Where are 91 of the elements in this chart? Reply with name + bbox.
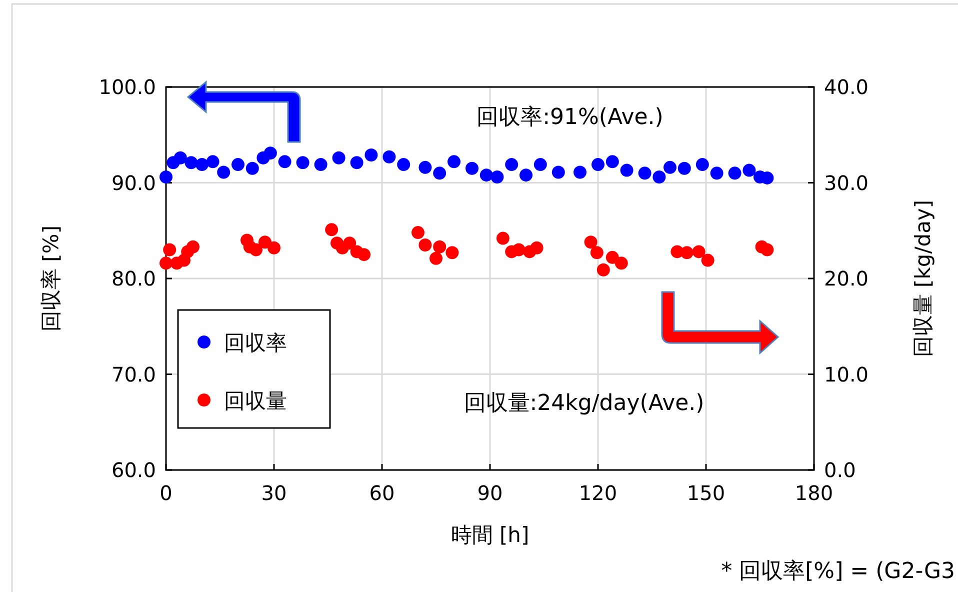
point — [446, 246, 459, 260]
x-tick-label: 150 — [686, 481, 726, 505]
point — [596, 263, 610, 276]
point — [574, 166, 586, 179]
point — [505, 158, 518, 172]
point — [397, 158, 410, 172]
annotation: 回収率:91%(Ave.) — [476, 105, 664, 130]
point — [264, 146, 277, 160]
annotation: 回収量:24kg/day(Ave.) — [464, 391, 704, 416]
point — [680, 246, 694, 260]
point — [332, 151, 346, 164]
x-axis-title: 時間 [h] — [450, 523, 530, 547]
point — [760, 243, 774, 256]
point — [232, 158, 244, 172]
point — [430, 252, 442, 265]
point — [584, 236, 598, 249]
y-tick-label: 100.0 — [98, 75, 156, 99]
y2-tick-label: 30.0 — [824, 170, 869, 195]
point — [530, 241, 544, 254]
point — [382, 150, 396, 164]
x-tick-label: 120 — [578, 481, 618, 505]
x-tick-label: 30 — [261, 481, 287, 505]
point — [490, 170, 504, 184]
legend-label: 回収率 — [224, 331, 287, 355]
point — [620, 164, 634, 177]
point — [638, 166, 652, 180]
point — [606, 250, 619, 264]
point — [418, 160, 432, 174]
point — [606, 155, 619, 168]
text: * 回収率[%] = (G2-G3 — [721, 559, 955, 584]
point — [278, 155, 292, 168]
x-tick-label: 0 — [160, 481, 172, 505]
point — [614, 256, 628, 270]
point — [196, 158, 208, 172]
point — [418, 238, 432, 252]
point — [160, 256, 172, 270]
y-tick-label: 60.0 — [111, 458, 156, 482]
y-tick-label: 80.0 — [111, 266, 156, 290]
point — [186, 240, 200, 254]
point — [296, 156, 310, 170]
point — [592, 158, 604, 172]
point — [552, 166, 565, 179]
point — [314, 158, 328, 172]
point — [217, 166, 230, 179]
y-axis-title: 回収率 [%] — [39, 225, 63, 332]
point — [163, 243, 176, 256]
point — [184, 156, 198, 170]
point — [412, 226, 424, 240]
point — [325, 223, 338, 236]
point — [520, 168, 532, 182]
point — [258, 236, 272, 249]
point — [160, 170, 172, 184]
point — [678, 162, 691, 175]
y2-tick-label: 10.0 — [824, 362, 869, 386]
point — [692, 245, 706, 258]
y2-tick-label: 0.0 — [824, 458, 856, 482]
point — [466, 162, 478, 175]
legend-label: 回収量 — [224, 389, 287, 413]
point — [268, 241, 280, 254]
point — [246, 162, 259, 175]
y2-tick-label: 40.0 — [824, 75, 869, 99]
point — [590, 246, 604, 260]
point — [364, 148, 378, 162]
point — [534, 158, 547, 172]
point — [448, 155, 460, 168]
y-tick-label: 90.0 — [111, 170, 156, 195]
point — [696, 158, 709, 172]
y2-axis-title: 回収量 [kg/day] — [911, 200, 935, 358]
x-tick-label: 60 — [369, 481, 395, 505]
point — [652, 170, 666, 184]
point — [664, 160, 676, 174]
point — [701, 254, 714, 267]
point — [710, 166, 724, 180]
point — [742, 164, 756, 177]
point — [206, 155, 220, 168]
point — [433, 166, 446, 180]
y2-tick-label: 20.0 — [824, 266, 869, 290]
point — [350, 156, 364, 170]
x-tick-label: 180 — [794, 481, 834, 505]
point — [512, 243, 526, 256]
x-tick-label: 90 — [477, 481, 503, 505]
y-tick-label: 70.0 — [111, 362, 156, 386]
point — [433, 240, 446, 254]
point — [174, 151, 187, 164]
point — [496, 232, 510, 245]
point — [250, 243, 262, 256]
point — [480, 168, 493, 182]
point — [343, 236, 356, 250]
point — [358, 248, 370, 262]
point — [760, 171, 774, 184]
point — [728, 166, 742, 180]
